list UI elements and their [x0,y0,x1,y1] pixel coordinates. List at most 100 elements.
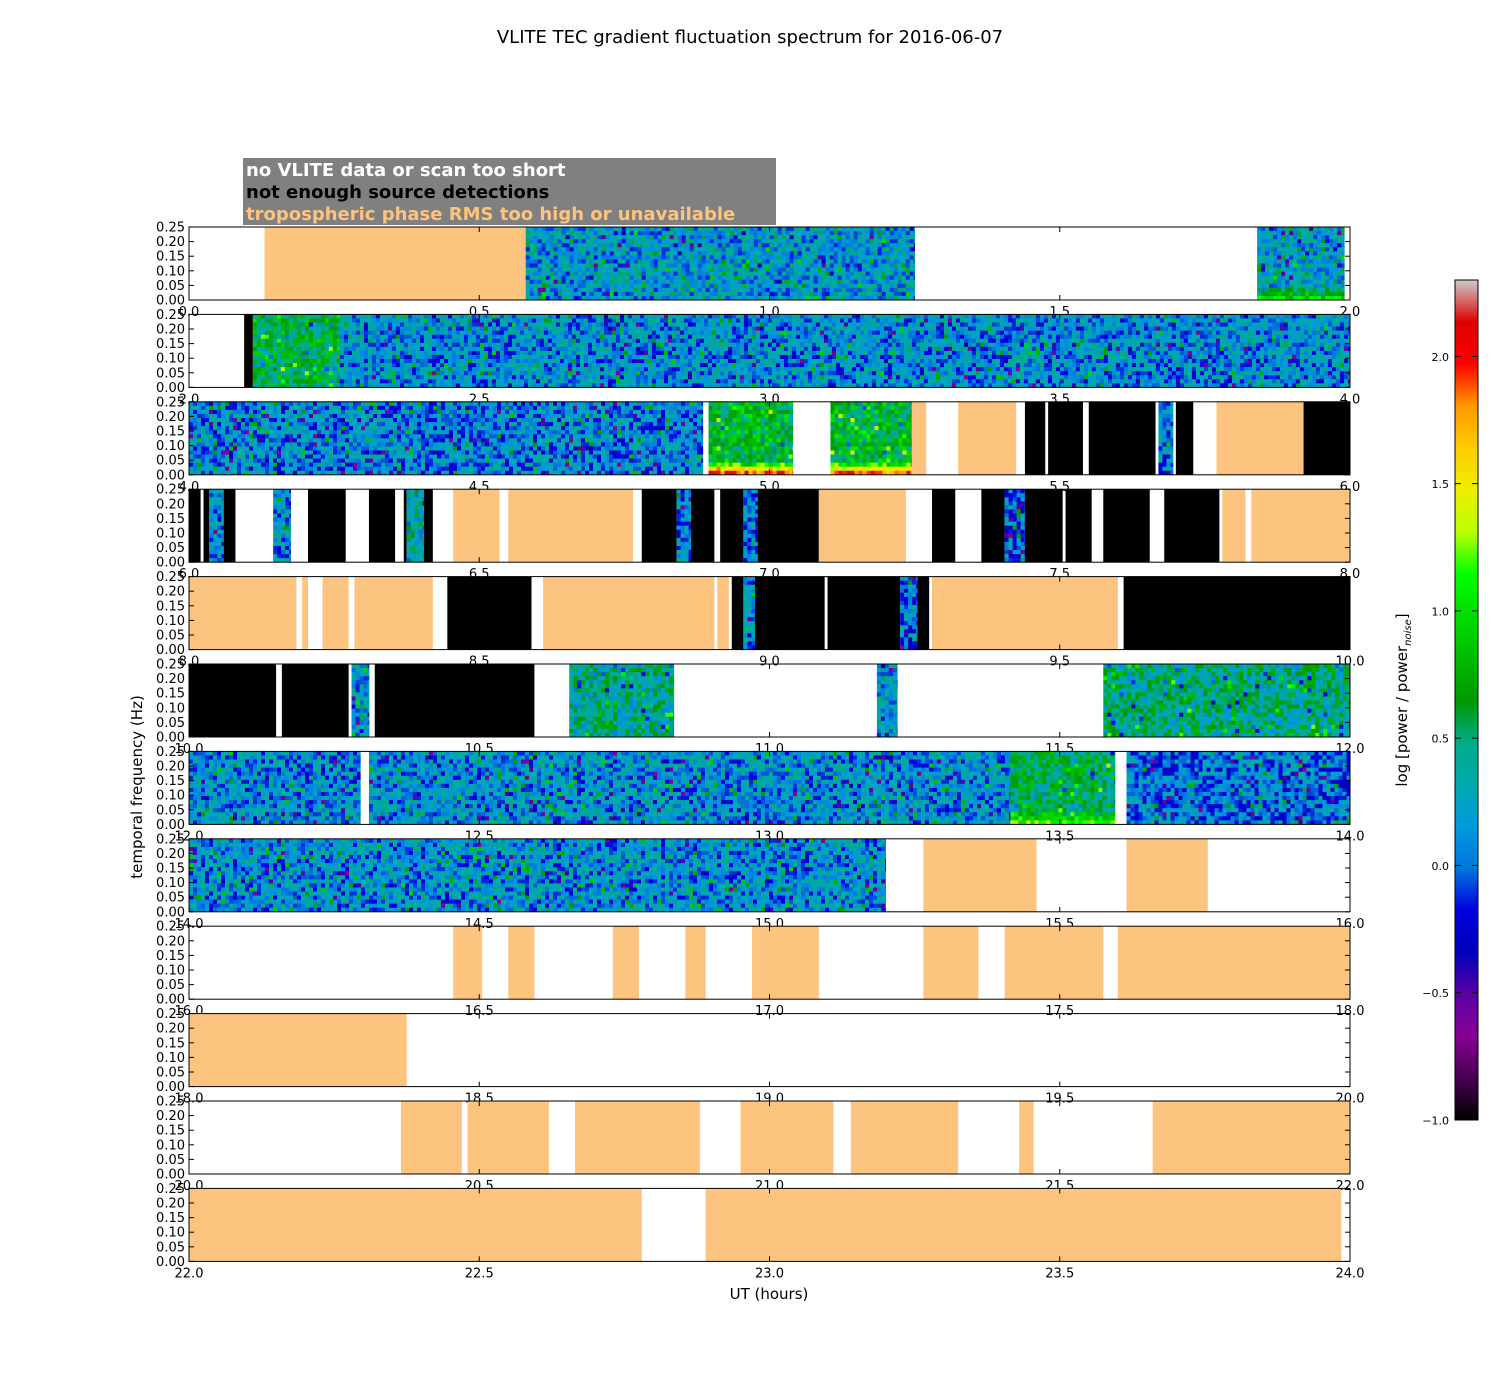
spectrum-cell [625,231,631,236]
spectrum-cell [665,283,671,289]
spectrum-cell [583,375,589,380]
spectrum-cell [687,350,693,356]
spectrum-cell [383,330,389,336]
spectrum-cell [280,350,286,356]
spectrum-cell [615,350,621,356]
spectrum-cell [1281,247,1286,252]
spectrum-cell [831,350,837,356]
spectrum-cell [363,379,369,384]
spectrum-cell [563,326,569,332]
spectrum-cell [843,379,849,384]
spectrum-cell [799,371,805,376]
spectrum-cell [561,295,567,300]
spectrum-cell [1325,291,1330,297]
spectrum-cell [435,359,441,364]
spectrum-cell [743,338,749,344]
spectrum-cell [609,275,615,281]
spectrum-cell [913,263,916,268]
spectrum-cell [645,227,651,232]
spectrum-cell [463,359,469,364]
spectrum-cell [351,314,357,319]
spectrum-cell [617,271,623,277]
spectrum-cell [359,367,365,372]
spectrum-cell [351,375,357,380]
spectrum-cell [793,243,799,248]
spectrum-cell [797,279,803,285]
spectrum-cell [639,363,645,368]
spectrum-cell [399,314,405,319]
spectrum-cell [839,346,845,352]
spectrum-cell [1289,267,1294,273]
spectrum-cell [721,279,727,285]
spectrum-cell [653,283,659,289]
spectrum-cell [801,295,807,300]
spectrum-cell [1293,227,1298,232]
spectrum-cell [819,342,825,348]
spectrum-cell [575,346,581,352]
spectrum-cell [549,251,555,256]
spectrum-cell [677,239,683,244]
spectrum-cell [471,367,477,372]
spectrum-cell [320,359,326,364]
spectrum-cell [849,231,855,236]
spectrum-cell [701,291,707,297]
spectrum-cell [635,322,641,327]
spectrum-cell [885,263,891,268]
spectrum-cell [252,359,258,364]
spectrum-cell [264,350,270,356]
spectrum-cell [831,346,837,352]
spectrum-cell [809,227,815,232]
spectrum-cell [753,275,759,281]
spectrum-cell [597,259,603,264]
spectrum-cell [733,295,739,300]
spectrum-cell [773,247,779,252]
spectrum-cell [655,342,661,348]
spectrum-cell [288,383,294,388]
spectrum-cell [603,363,609,368]
spectrum-cell [851,379,857,384]
spectrum-cell [537,279,543,285]
spectrum-cell [571,330,577,336]
spectrum-cell [735,354,741,360]
spectrum-cell [288,354,294,360]
spectrum-cell [867,359,873,364]
spectrum-cell [673,235,679,240]
spectrum-cell [555,322,561,327]
spectrum-cell [557,235,563,240]
spectrum-cell [847,371,853,376]
spectrum-cell [363,338,369,344]
spectrum-cell [687,330,693,336]
y-tick-label: 0.00 [156,294,185,309]
spectrum-cell [487,330,493,336]
spectrum-cell [767,379,773,384]
spectrum-cell [675,338,681,344]
spectrum-cell [637,279,643,285]
spectrum-cell [555,354,561,360]
spectrum-cell [781,287,787,293]
spectrum-cell [659,367,665,372]
spectrum-cell [523,363,529,368]
spectrum-cell [889,235,895,240]
spectrum-cell [563,375,569,380]
spectrum-cell [439,371,445,376]
spectrum-cell [463,314,469,319]
spectrum-cell [811,330,817,336]
spectrum-cell [857,259,863,264]
spectrum-cell [483,375,489,380]
spectrum-cell [471,330,477,336]
spectrum-cell [545,235,551,240]
spectrum-cell [284,322,290,327]
spectrum-cell [367,379,373,384]
spectrum-cell [1285,235,1290,240]
spectrum-cell [272,322,278,327]
spectrum-cell [1325,267,1330,273]
spectrum-cell [745,255,751,260]
spectrum-cell [683,367,689,372]
spectrum-cell [555,383,561,388]
spectrum-cell [583,383,589,388]
spectrum-cell [673,271,679,277]
spectrum-cell [515,350,521,356]
spectrum-cell [805,231,811,236]
spectrum-cell [375,367,381,372]
spectrum-cell [443,367,449,372]
